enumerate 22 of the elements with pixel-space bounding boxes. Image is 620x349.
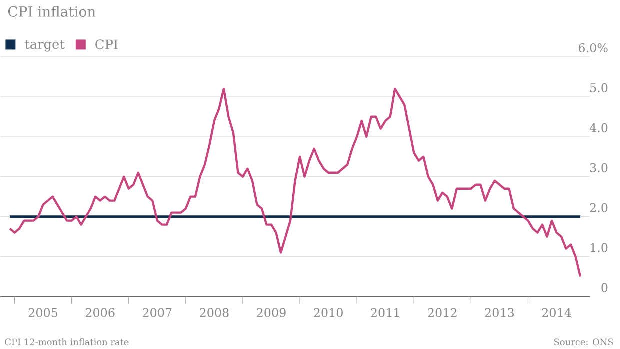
y-tick-label: 0 — [602, 283, 608, 292]
x-tick-label: 2009 — [257, 308, 286, 318]
x-tick-label: 2012 — [428, 308, 457, 318]
x-tick-label: 2010 — [314, 308, 343, 318]
x-tick-label: 2011 — [371, 308, 400, 318]
source-note: Source: ONS — [554, 338, 614, 346]
x-tick-label: 2007 — [143, 308, 172, 318]
x-tick-label: 2014 — [542, 308, 572, 318]
legend-label: target — [25, 40, 65, 52]
y-tick-label: 6.0% — [578, 44, 608, 53]
y-tick-label: 3.0 — [590, 163, 608, 173]
y-tick-label: 4.0 — [590, 124, 608, 133]
text: CPI 12-month inflation rate — [5, 338, 129, 346]
x-tick-label: 2008 — [200, 308, 229, 318]
legend-label: CPI — [96, 40, 118, 50]
y-tick-label: 5.0 — [590, 84, 608, 93]
x-tick-label: 2013 — [485, 308, 514, 318]
y-tick-label: 2.0 — [590, 203, 608, 212]
chart-title: CPI inflation — [8, 6, 96, 18]
y-tick-label: 1.0 — [590, 243, 608, 252]
x-tick-label: 2006 — [86, 308, 115, 318]
x-tick-label: 2005 — [28, 308, 58, 318]
